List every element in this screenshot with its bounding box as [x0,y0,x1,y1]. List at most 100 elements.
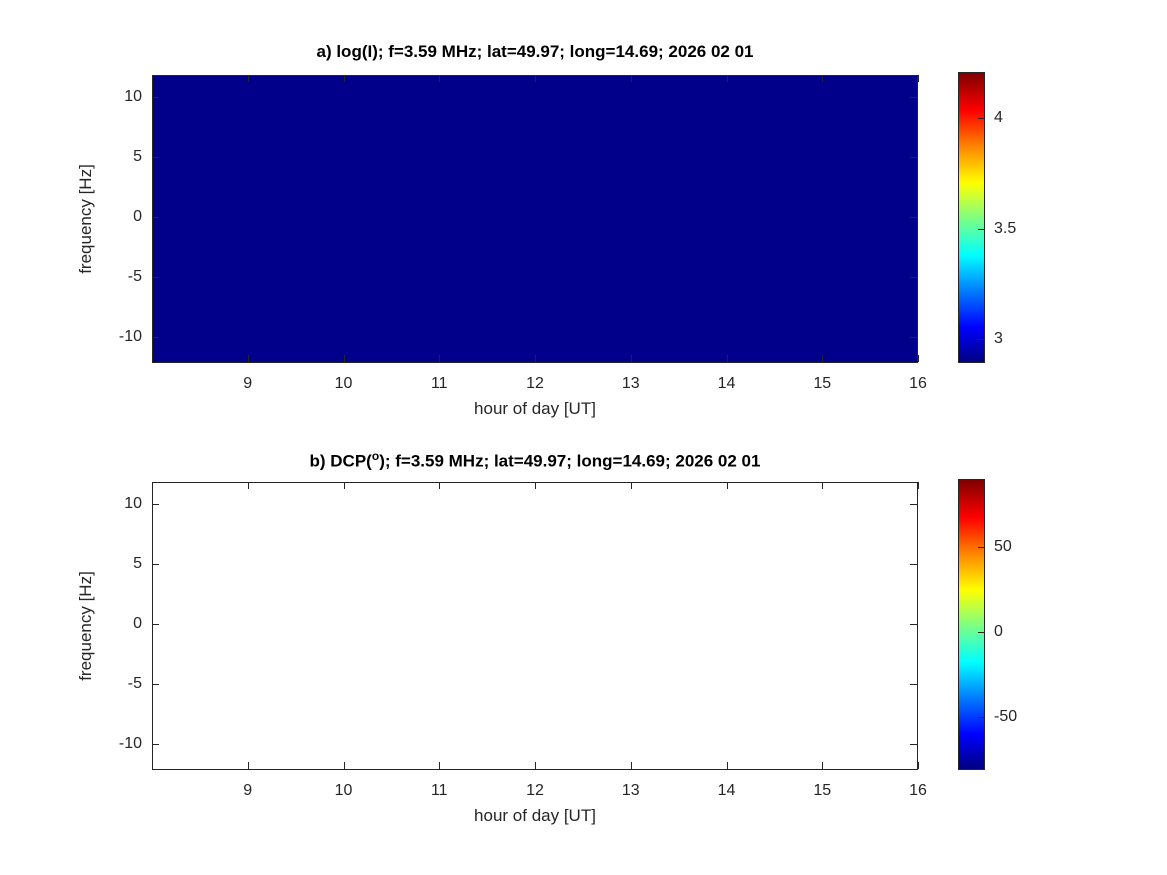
x-tick-label: 14 [717,375,736,392]
y-tick-label: -10 [118,327,142,345]
x-tick-mark-top [247,75,249,82]
y-tick-label: -10 [118,734,142,752]
y-tick-label: -5 [127,267,142,285]
x-tick-mark-bottom [918,355,919,362]
x-tick-mark-bottom [918,762,919,769]
y-tick-mark-right [910,683,917,685]
colorbar-tick-mark [978,717,984,719]
y-tick-mark-right [910,563,917,565]
panel-a-title: a) log(I); f=3.59 MHz; lat=49.97; long=1… [316,42,754,61]
x-tick-label: 10 [334,375,353,392]
x-tick-mark-top [726,482,728,489]
panel-b-colorbar [958,479,985,770]
panel-b-title-suffix: ); f=3.59 MHz; lat=49.97; long=14.69; 20… [379,451,761,471]
x-tick-mark-top [535,482,536,489]
x-tick-mark-bottom [726,355,728,362]
y-tick-mark-right [910,623,917,625]
y-tick-mark-right [910,96,917,98]
x-tick-mark-top [822,482,824,489]
y-tick-label: -5 [127,674,142,692]
colorbar-tick-mark [978,338,984,340]
x-tick-label: 15 [813,782,832,799]
panel-b-plot-area [152,482,918,770]
x-tick-label: 12 [526,375,544,392]
x-tick-mark-top [822,75,824,82]
x-tick-label: 16 [909,375,927,392]
x-tick-mark-bottom [247,762,249,769]
x-tick-label: 13 [621,375,640,392]
colorbar-tick-mark [978,118,984,120]
x-tick-mark-top [630,75,632,82]
panel-a-x-axis-label: hour of day [UT] [474,399,596,418]
panel-b-title-superscript: o [371,449,380,463]
x-tick-mark-top [343,75,345,82]
y-tick-mark-left [152,563,159,565]
x-tick-label: 16 [909,782,927,799]
y-tick-mark-right [910,156,917,158]
y-tick-label: 0 [133,207,142,225]
x-tick-mark-top [918,482,919,489]
y-tick-mark-left [152,276,159,278]
x-tick-label: 10 [334,782,353,799]
x-tick-mark-bottom [247,355,249,362]
x-tick-label: 11 [430,782,448,799]
x-tick-label: 13 [621,782,640,799]
x-tick-mark-top [630,482,632,489]
colorbar-tick-label: 0 [994,623,1003,641]
panel-b-title-prefix: b) DCP( [309,451,372,471]
y-tick-mark-right [910,743,917,745]
y-tick-label: 5 [133,554,142,572]
colorbar-tick-label: 3 [994,329,1003,347]
panel-b-title: b) DCP(o); f=3.59 MHz; lat=49.97; long=1… [152,449,918,472]
colorbar-tick-mark [978,547,984,549]
y-tick-mark-right [910,503,917,505]
x-tick-label: 9 [243,782,253,799]
y-tick-mark-left [152,623,159,625]
x-tick-label: 9 [243,375,253,392]
y-tick-label: 10 [124,494,142,512]
colorbar-tick-label: 50 [994,538,1012,556]
x-tick-mark-top [247,482,249,489]
panel-a-plot-area [152,75,918,363]
y-tick-mark-left [152,683,159,685]
x-tick-mark-top [439,75,441,82]
x-tick-mark-top [343,482,345,489]
colorbar-tick-label: 3.5 [994,219,1017,237]
x-tick-label: 11 [430,375,448,392]
x-tick-mark-bottom [535,355,536,362]
x-tick-mark-bottom [343,355,345,362]
y-tick-mark-right [910,216,917,218]
x-tick-mark-top [535,75,536,82]
colorbar-tick-label: -50 [994,708,1018,726]
x-tick-mark-bottom [343,762,345,769]
y-tick-mark-left [152,336,159,338]
x-tick-mark-top [918,75,919,82]
y-tick-mark-left [152,216,159,218]
y-tick-label: 5 [133,147,142,165]
colorbar-tick-mark [978,632,984,634]
x-tick-mark-top [726,75,728,82]
colorbar-tick-mark [978,228,984,230]
x-tick-mark-bottom [822,762,824,769]
panel-b-x-axis-label: hour of day [UT] [474,806,596,825]
x-tick-label: 12 [526,782,544,799]
y-tick-mark-right [910,336,917,338]
x-tick-label: 15 [813,375,832,392]
x-tick-mark-top [439,482,441,489]
y-tick-label: 0 [133,614,142,632]
y-tick-mark-left [152,503,159,505]
y-tick-label: 10 [124,87,142,105]
y-tick-mark-left [152,743,159,745]
x-tick-mark-bottom [535,762,536,769]
y-tick-mark-right [910,276,917,278]
x-tick-label: 14 [717,782,736,799]
y-tick-mark-left [152,96,159,98]
y-tick-mark-left [152,156,159,158]
x-tick-mark-bottom [630,762,632,769]
x-tick-mark-bottom [630,355,632,362]
x-tick-mark-bottom [439,355,441,362]
colorbar-tick-label: 4 [994,109,1003,127]
x-tick-mark-bottom [439,762,441,769]
x-tick-mark-bottom [726,762,728,769]
